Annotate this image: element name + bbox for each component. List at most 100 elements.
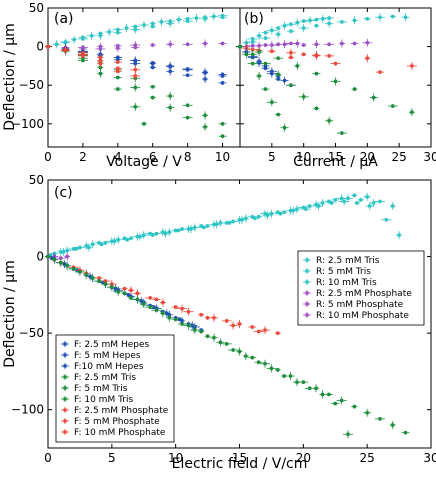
data-point	[205, 334, 210, 338]
x-tick-label: 20	[296, 451, 311, 465]
data-point	[302, 52, 306, 56]
data-point	[133, 74, 137, 78]
panel-label: (b)	[244, 11, 264, 27]
panel-label: (c)	[54, 185, 73, 201]
data-point	[346, 432, 350, 436]
data-point	[174, 317, 178, 321]
data-point	[116, 55, 120, 60]
legend-marker	[305, 291, 309, 295]
y-tick-label: 0	[36, 40, 44, 54]
data-point	[133, 28, 137, 32]
data-point	[302, 43, 306, 47]
legend-marker	[63, 364, 67, 368]
data-point	[116, 66, 120, 70]
data-point	[161, 230, 165, 234]
x-tick-label: 15	[232, 451, 247, 465]
data-point	[225, 319, 229, 323]
data-point	[84, 244, 88, 248]
data-point	[320, 201, 325, 205]
data-point	[365, 195, 369, 199]
data-point	[167, 230, 171, 234]
data-point	[129, 236, 133, 240]
data-point	[250, 356, 254, 360]
data-series	[45, 44, 122, 74]
data-point	[220, 15, 225, 19]
data-point	[227, 221, 231, 225]
data-point	[391, 423, 395, 427]
data-point	[212, 14, 216, 19]
data-point	[314, 386, 318, 390]
legend-marker	[63, 430, 67, 434]
data-point	[304, 207, 308, 211]
data-point	[327, 21, 331, 26]
data-point	[203, 17, 207, 21]
data-point	[237, 322, 242, 326]
data-point	[270, 28, 274, 32]
data-point	[100, 242, 104, 246]
data-point	[302, 95, 306, 99]
data-point	[126, 293, 131, 297]
data-point	[142, 302, 146, 306]
legend-marker	[63, 375, 67, 379]
data-point	[123, 287, 127, 291]
data-point	[378, 199, 382, 204]
data-point	[276, 331, 280, 335]
y-tick-label: −50	[19, 78, 44, 92]
data-point	[289, 51, 293, 55]
data-point	[276, 42, 280, 46]
legend-marker	[63, 342, 67, 346]
data-point	[151, 95, 155, 100]
data-series	[47, 197, 403, 258]
data-point	[342, 199, 346, 204]
data-point	[151, 61, 155, 65]
data-point	[327, 16, 331, 20]
data-point	[340, 196, 344, 200]
data-point	[46, 45, 50, 49]
data-point	[199, 330, 203, 334]
data-point	[257, 50, 261, 54]
data-point	[263, 87, 268, 91]
legend-label: R: 2.5 mM Tris	[316, 256, 380, 266]
data-point	[244, 354, 248, 358]
legend-label: F: 2.5 mM Hepes	[74, 340, 149, 350]
data-point	[263, 212, 267, 216]
x-axis-label: Voltage / V	[106, 154, 182, 170]
data-point	[161, 311, 165, 315]
data-point	[378, 70, 382, 74]
data-point	[193, 328, 197, 332]
data-point	[81, 54, 85, 58]
data-point	[180, 307, 184, 311]
data-point	[90, 34, 94, 38]
data-point	[193, 225, 197, 230]
legend-label: F: 5 mM Phosphate	[74, 417, 160, 427]
data-point	[295, 207, 299, 211]
y-tick-label: −100	[11, 403, 44, 417]
data-point	[257, 44, 261, 48]
legend-marker	[63, 397, 67, 401]
data-point	[288, 374, 293, 378]
data-point	[189, 227, 193, 231]
data-point	[270, 43, 274, 47]
data-point	[282, 42, 287, 46]
data-point	[84, 273, 88, 277]
data-point	[391, 14, 395, 19]
data-point	[295, 21, 299, 25]
data-point	[276, 72, 280, 77]
data-point	[251, 40, 255, 44]
data-point	[159, 20, 164, 24]
y-tick-label: −100	[11, 117, 44, 131]
data-point	[353, 18, 357, 22]
legend-label: R: 5 mM Phosphate	[316, 300, 404, 310]
data-point	[251, 52, 255, 56]
data-point	[314, 17, 318, 22]
data-point	[61, 250, 65, 254]
legend-marker	[63, 386, 67, 390]
data-point	[250, 215, 254, 219]
data-point	[205, 224, 210, 228]
data-point	[205, 316, 210, 320]
data-point	[289, 22, 293, 26]
data-point	[186, 103, 190, 107]
x-tick-label: 4	[114, 150, 122, 164]
data-point	[59, 256, 63, 260]
